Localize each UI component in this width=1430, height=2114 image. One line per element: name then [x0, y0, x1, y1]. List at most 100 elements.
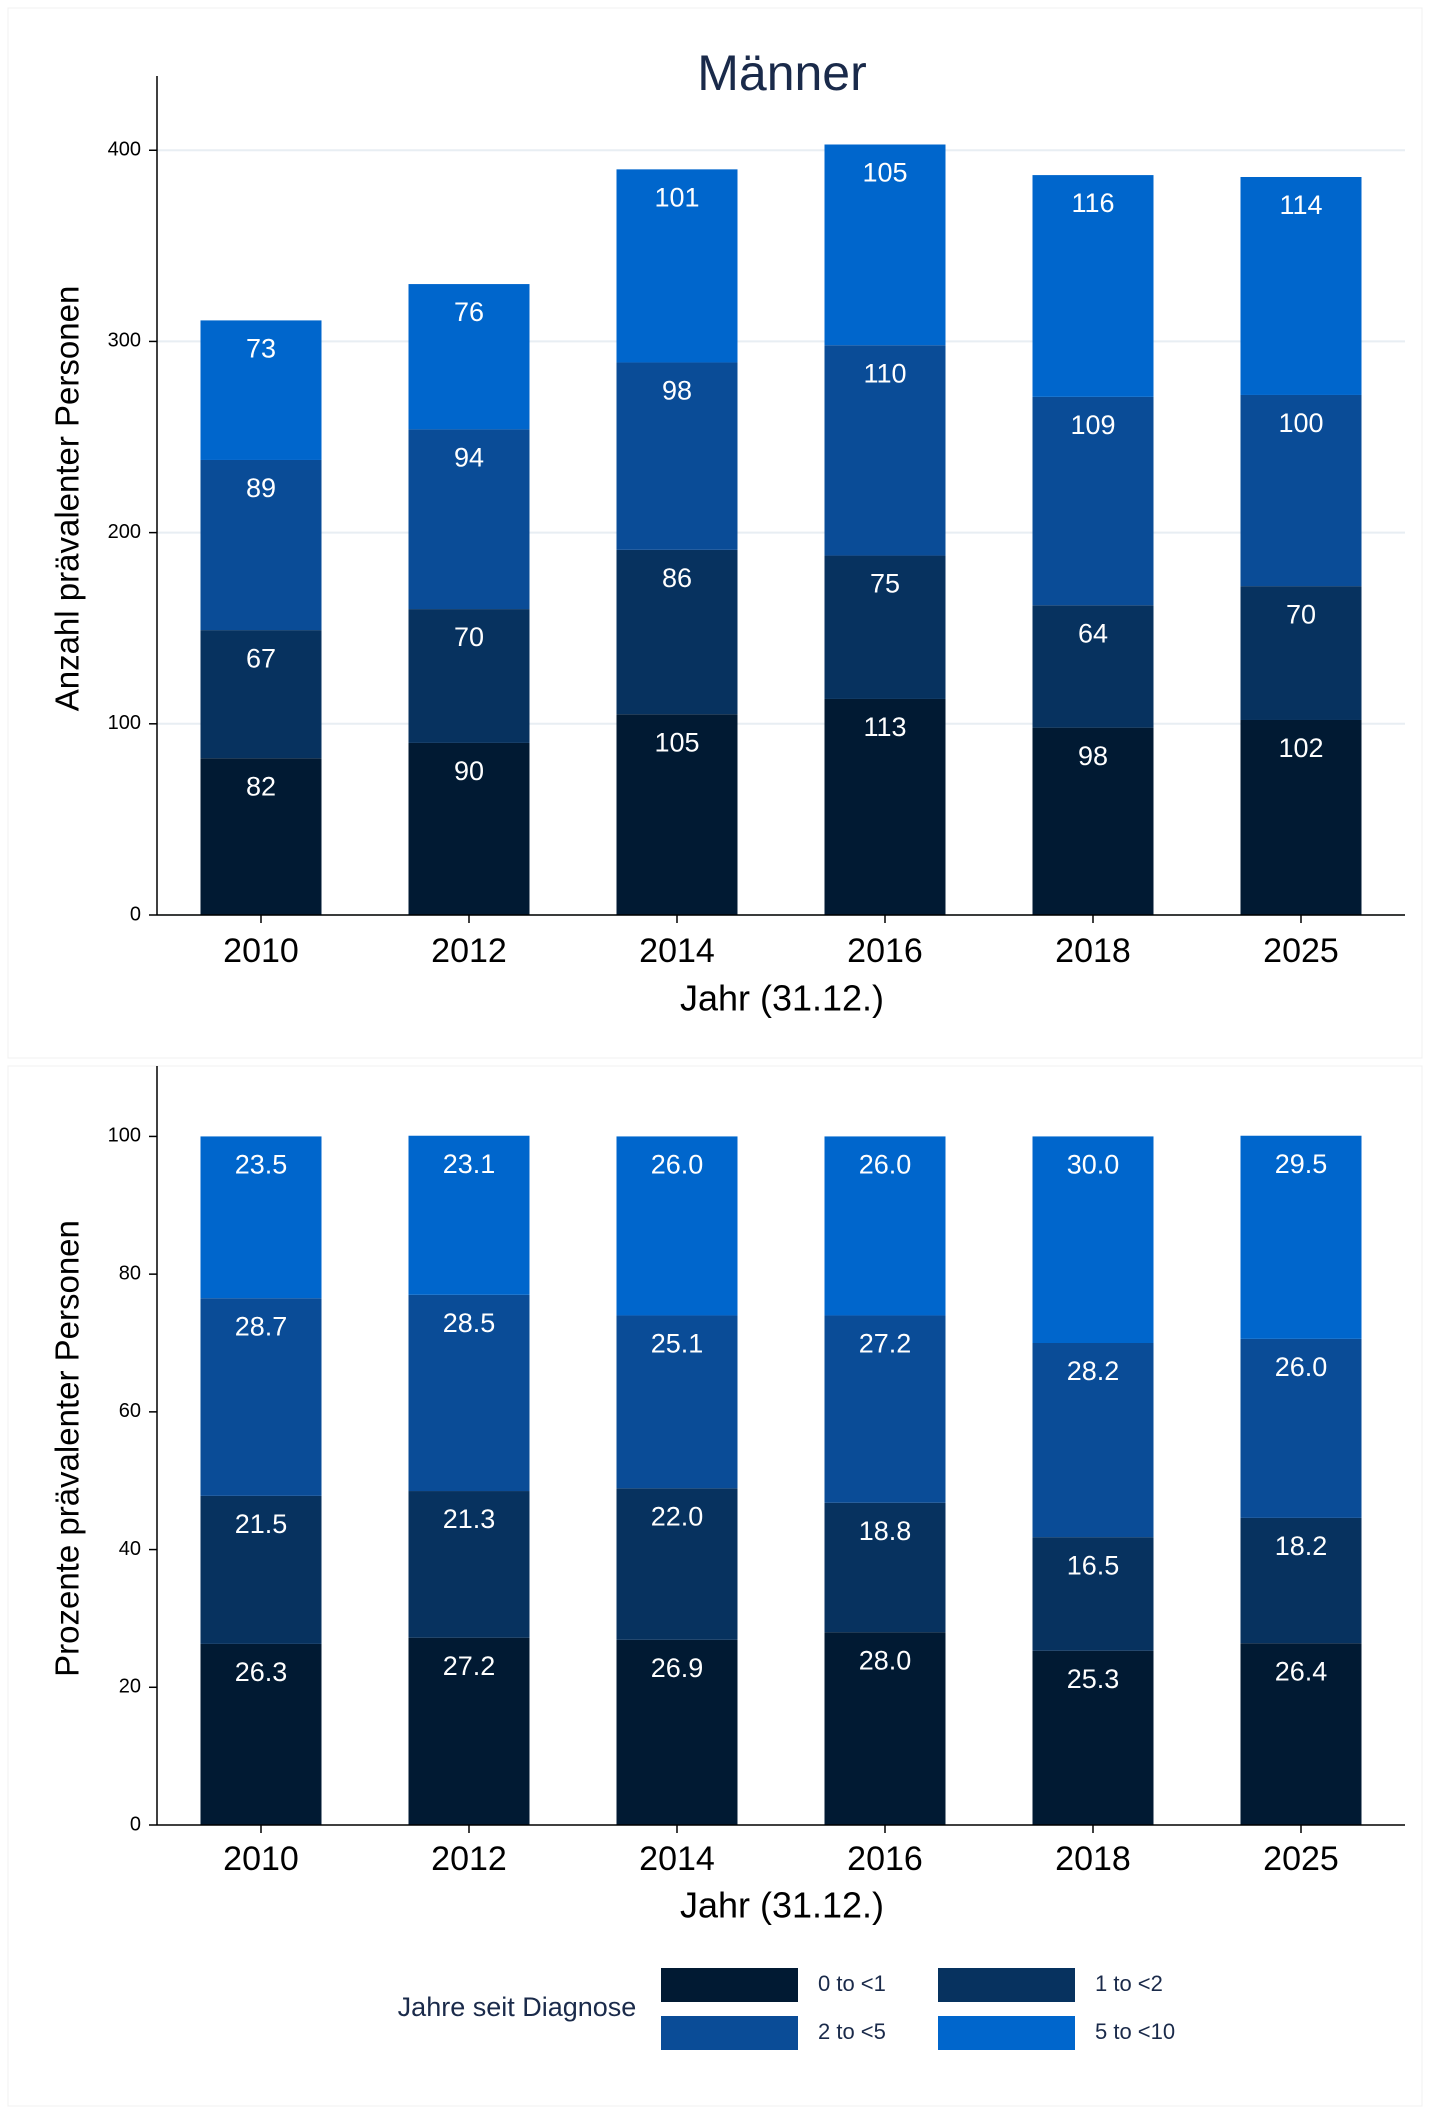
bar-segment — [200, 459, 322, 631]
x-tick-label: 2012 — [431, 1840, 507, 1878]
value-label: 75 — [870, 569, 900, 599]
value-label: 105 — [862, 158, 907, 188]
bar-segment — [824, 1632, 946, 1825]
y-axis-label: Prozente prävalenter Personen — [49, 1220, 86, 1677]
y-tick-label: 100 — [108, 1125, 141, 1147]
bar-segment — [200, 1298, 322, 1496]
bar-segment — [1240, 586, 1362, 720]
bar-segment — [200, 1495, 322, 1644]
bar-segment — [616, 1488, 738, 1640]
value-label: 22.0 — [651, 1501, 704, 1531]
y-tick-label: 60 — [119, 1400, 141, 1422]
value-label: 82 — [246, 771, 276, 801]
x-axis-label: Jahr (31.12.) — [680, 1885, 884, 1926]
x-tick-label: 2018 — [1055, 932, 1131, 970]
x-tick-label: 2010 — [223, 932, 299, 970]
bar-segment — [1032, 605, 1154, 728]
value-label: 100 — [1278, 408, 1323, 438]
y-tick-label: 80 — [119, 1262, 141, 1284]
bar-segment — [824, 1136, 946, 1316]
value-label: 25.1 — [651, 1329, 704, 1359]
y-tick-label: 40 — [119, 1538, 141, 1560]
y-tick-label: 0 — [130, 903, 141, 925]
legend-swatch — [661, 1968, 798, 2002]
chart-title: Männer — [697, 45, 867, 101]
x-tick-label: 2025 — [1263, 1840, 1339, 1878]
value-label: 28.2 — [1067, 1356, 1120, 1386]
bar-segment — [408, 429, 530, 610]
y-tick-label: 300 — [108, 330, 141, 352]
bar-segment — [616, 549, 738, 715]
value-label: 113 — [863, 712, 906, 742]
value-label: 98 — [662, 376, 692, 406]
bar-segment — [408, 1637, 530, 1825]
bar-segment — [616, 1639, 738, 1825]
bar-segment — [824, 1315, 946, 1503]
bar-segment — [200, 1136, 322, 1299]
bar-segment — [824, 144, 946, 346]
bar-segment — [408, 1294, 530, 1492]
x-tick-label: 2014 — [639, 932, 715, 970]
bar-segment — [824, 1502, 946, 1633]
bar-segment — [1240, 177, 1362, 395]
value-label: 110 — [863, 358, 906, 388]
value-label: 109 — [1070, 410, 1115, 440]
value-label: 105 — [654, 727, 699, 757]
x-tick-label: 2018 — [1055, 1840, 1131, 1878]
bar-segment — [408, 1135, 530, 1295]
x-tick-label: 2014 — [639, 1840, 715, 1878]
x-tick-label: 2016 — [847, 932, 923, 970]
y-axis-label: Anzahl prävalenter Personen — [49, 286, 86, 712]
value-label: 26.3 — [235, 1657, 288, 1687]
panel-border — [7, 1065, 1423, 2107]
value-label: 27.2 — [443, 1651, 496, 1681]
bar-segment — [1240, 719, 1362, 915]
x-tick-label: 2016 — [847, 1840, 923, 1878]
bar-segment — [1032, 1136, 1154, 1343]
value-label: 23.1 — [443, 1149, 496, 1179]
bar-segment — [1032, 175, 1154, 397]
value-label: 27.2 — [859, 1329, 912, 1359]
bar-segment — [1032, 1537, 1154, 1651]
value-label: 26.9 — [651, 1653, 704, 1683]
bar-segment — [1240, 1338, 1362, 1518]
value-label: 67 — [246, 643, 276, 673]
bar-segment — [824, 555, 946, 699]
value-label: 26.0 — [651, 1150, 704, 1180]
x-tick-label: 2012 — [431, 932, 507, 970]
y-tick-label: 0 — [130, 1813, 141, 1835]
bar-segment — [1032, 396, 1154, 606]
value-label: 94 — [454, 443, 484, 473]
x-axis-label: Jahr (31.12.) — [680, 978, 884, 1019]
bar-segment — [1032, 727, 1154, 915]
legend-swatch — [661, 2016, 798, 2050]
value-label: 26.0 — [859, 1150, 912, 1180]
bar-segment — [616, 714, 738, 915]
bar-segment — [616, 362, 738, 550]
value-label: 70 — [1286, 599, 1316, 629]
y-tick-label: 400 — [108, 139, 141, 161]
bar-segment — [1240, 394, 1362, 587]
legend-label: 0 to <1 — [818, 1971, 886, 1996]
legend-label: 1 to <2 — [1095, 1971, 1163, 1996]
value-label: 18.2 — [1275, 1531, 1328, 1561]
bar-segment — [1032, 1343, 1154, 1538]
bar-segment — [616, 169, 738, 363]
x-tick-label: 2010 — [223, 1840, 299, 1878]
bar-segment — [616, 1136, 738, 1316]
value-label: 26.4 — [1275, 1656, 1328, 1686]
value-label: 25.3 — [1067, 1664, 1120, 1694]
value-label: 86 — [662, 563, 692, 593]
legend-title: Jahre seit Diagnose — [398, 1992, 637, 2022]
value-label: 73 — [246, 334, 276, 364]
bar-segment — [824, 345, 946, 556]
value-label: 21.3 — [443, 1504, 496, 1534]
bar-segment — [824, 698, 946, 915]
bar-segment — [200, 758, 322, 915]
bar-segment — [408, 284, 530, 430]
bar-segment — [200, 320, 322, 460]
bar-segment — [1240, 1517, 1362, 1644]
bar-segment — [200, 1643, 322, 1825]
